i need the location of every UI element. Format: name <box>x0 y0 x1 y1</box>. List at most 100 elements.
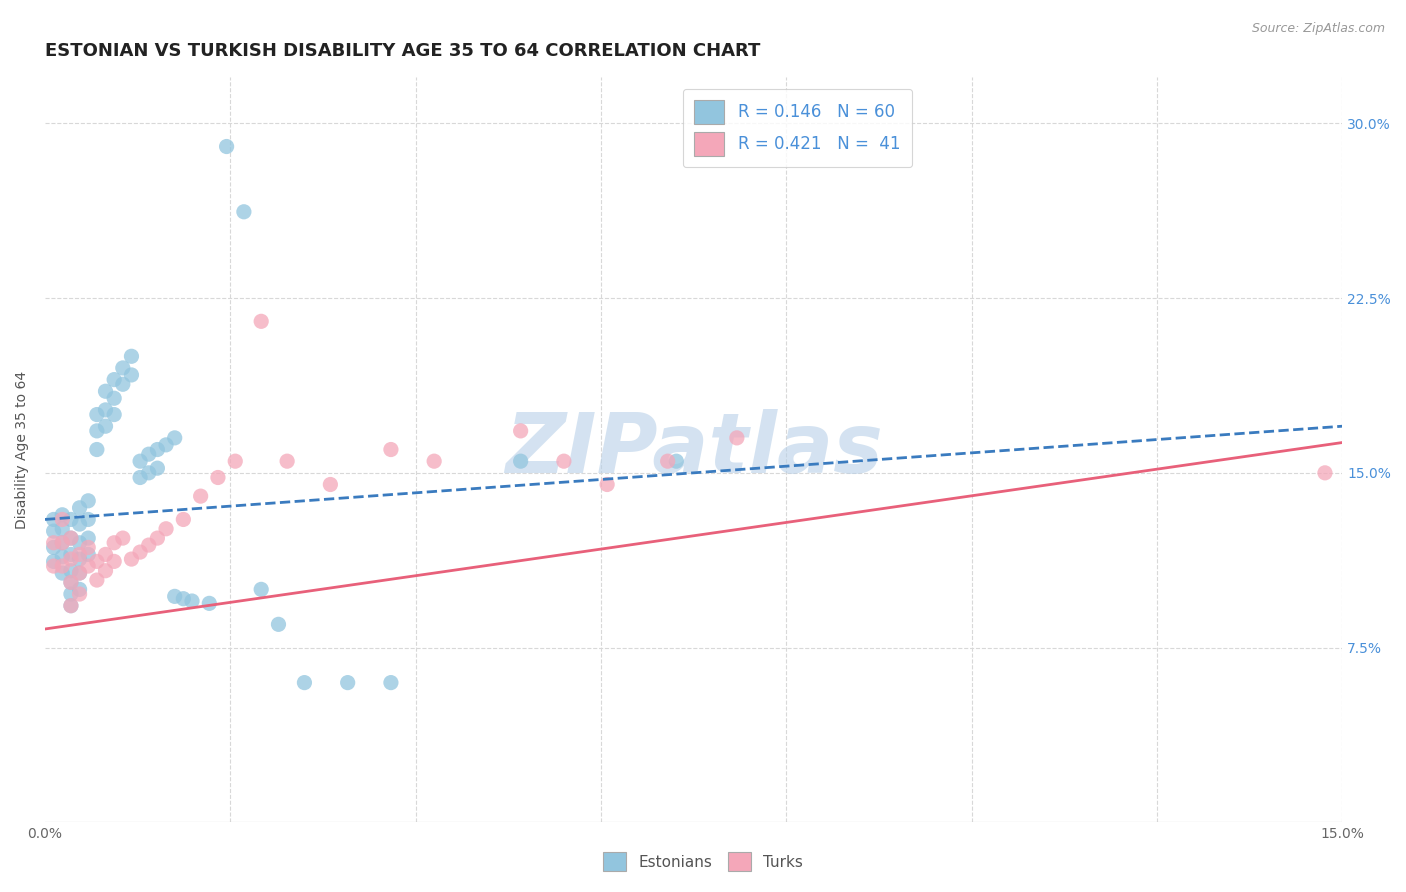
Point <box>294 675 316 690</box>
Point <box>94 384 117 399</box>
Point <box>163 431 186 445</box>
Point <box>380 675 402 690</box>
Point <box>172 591 194 606</box>
Point <box>146 442 169 457</box>
Point <box>51 508 73 522</box>
Point <box>232 204 254 219</box>
Point <box>120 552 142 566</box>
Point <box>103 391 125 405</box>
Point <box>86 442 108 457</box>
Point <box>77 531 100 545</box>
Point <box>103 554 125 568</box>
Point <box>59 564 82 578</box>
Point <box>319 477 342 491</box>
Point <box>59 587 82 601</box>
Point <box>77 541 100 555</box>
Point <box>69 500 91 515</box>
Point <box>69 566 91 580</box>
Text: ZIPatlas: ZIPatlas <box>505 409 883 490</box>
Point <box>59 548 82 562</box>
Point <box>103 535 125 549</box>
Point <box>77 559 100 574</box>
Point <box>59 531 82 545</box>
Point <box>51 535 73 549</box>
Point <box>59 599 82 613</box>
Point <box>111 377 134 392</box>
Legend: Estonians, Turks: Estonians, Turks <box>598 847 808 877</box>
Point <box>77 493 100 508</box>
Point <box>276 454 298 468</box>
Point <box>94 403 117 417</box>
Point <box>111 531 134 545</box>
Point <box>86 424 108 438</box>
Point <box>1313 466 1336 480</box>
Point <box>509 424 531 438</box>
Point <box>59 552 82 566</box>
Point <box>596 477 619 491</box>
Point <box>181 594 204 608</box>
Point <box>42 535 65 549</box>
Point <box>657 454 679 468</box>
Point <box>138 538 160 552</box>
Point <box>86 554 108 568</box>
Point <box>42 559 65 574</box>
Point <box>51 512 73 526</box>
Point <box>51 566 73 580</box>
Point <box>69 582 91 597</box>
Point <box>138 466 160 480</box>
Text: Source: ZipAtlas.com: Source: ZipAtlas.com <box>1251 22 1385 36</box>
Point <box>509 454 531 468</box>
Legend: R = 0.146   N = 60, R = 0.421   N =  41: R = 0.146 N = 60, R = 0.421 N = 41 <box>683 88 912 168</box>
Point <box>250 314 273 328</box>
Point <box>77 548 100 562</box>
Point <box>198 596 221 610</box>
Point <box>51 535 73 549</box>
Point <box>103 373 125 387</box>
Point <box>553 454 575 468</box>
Point <box>155 438 177 452</box>
Point <box>267 617 290 632</box>
Point <box>103 408 125 422</box>
Point <box>94 548 117 562</box>
Point <box>224 454 246 468</box>
Point <box>725 431 748 445</box>
Point <box>69 535 91 549</box>
Point <box>250 582 273 597</box>
Point <box>51 522 73 536</box>
Point <box>69 552 91 566</box>
Point <box>190 489 212 503</box>
Point <box>42 554 65 568</box>
Point <box>69 566 91 580</box>
Point <box>215 139 238 153</box>
Point <box>138 447 160 461</box>
Point <box>423 454 446 468</box>
Point <box>86 573 108 587</box>
Point <box>59 575 82 590</box>
Point <box>59 599 82 613</box>
Y-axis label: Disability Age 35 to 64: Disability Age 35 to 64 <box>15 370 30 529</box>
Point <box>155 522 177 536</box>
Point <box>129 545 152 559</box>
Point <box>207 470 229 484</box>
Point <box>146 461 169 475</box>
Point <box>111 360 134 375</box>
Point <box>59 512 82 526</box>
Point <box>129 470 152 484</box>
Point <box>59 575 82 590</box>
Point <box>336 675 359 690</box>
Point <box>163 590 186 604</box>
Point <box>51 559 73 574</box>
Point <box>120 368 142 382</box>
Point <box>42 512 65 526</box>
Point <box>69 587 91 601</box>
Point <box>94 564 117 578</box>
Point <box>77 512 100 526</box>
Point <box>665 454 688 468</box>
Point <box>69 548 91 562</box>
Point <box>380 442 402 457</box>
Point <box>51 549 73 564</box>
Text: ESTONIAN VS TURKISH DISABILITY AGE 35 TO 64 CORRELATION CHART: ESTONIAN VS TURKISH DISABILITY AGE 35 TO… <box>45 42 761 60</box>
Point <box>146 531 169 545</box>
Point <box>42 524 65 538</box>
Point <box>172 512 194 526</box>
